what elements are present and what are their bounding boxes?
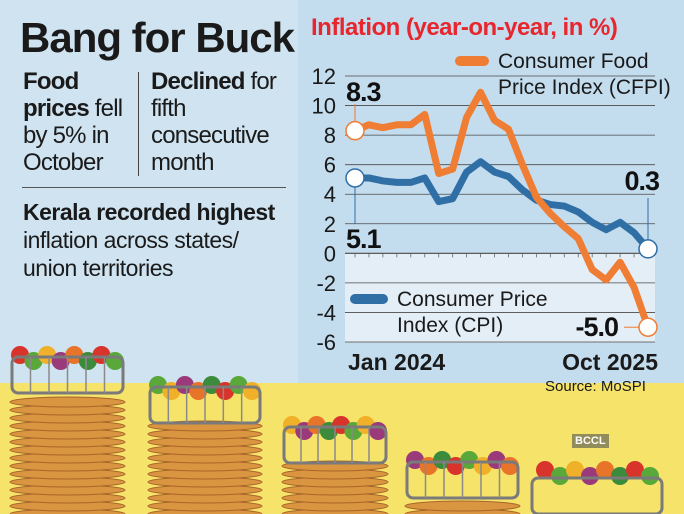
grocery-basket xyxy=(10,346,125,395)
cfpi-end-label: -5.0 xyxy=(575,312,618,342)
coin-stack xyxy=(9,396,126,514)
cpi-start-marker xyxy=(345,168,365,188)
cfpi-line xyxy=(351,88,652,331)
coin-stack xyxy=(147,420,263,514)
legend-label-cfpi: Consumer Food xyxy=(498,50,649,73)
callout-text: inflation across states/ union territori… xyxy=(23,227,239,281)
y-tick-label: -6 xyxy=(316,330,336,355)
callout-text: for fifth consecutive month xyxy=(151,68,277,176)
cfpi-start-marker xyxy=(345,120,365,141)
watermark: BCCL xyxy=(572,434,609,448)
grocery-basket xyxy=(148,376,262,425)
callout-bold: Kerala recorded highest xyxy=(23,199,275,225)
divider xyxy=(22,187,286,188)
x-start-label: Jan 2024 xyxy=(348,349,445,375)
y-tick-label: 2 xyxy=(324,212,336,237)
grocery-basket xyxy=(530,461,664,514)
grocery-basket xyxy=(282,416,388,465)
legend-label-cpi: Consumer Price xyxy=(397,288,548,311)
callout-kerala: Kerala recorded highest inflation across … xyxy=(23,198,293,282)
legend-label-cpi: Index (CPI) xyxy=(397,314,503,337)
source-note: Source: MoSPI xyxy=(545,378,646,395)
x-end-label: Oct 2025 xyxy=(562,349,658,375)
y-tick-label: -2 xyxy=(316,271,336,296)
y-tick-label: 8 xyxy=(324,123,336,148)
cpi-end-marker xyxy=(638,239,658,259)
y-tick-label: -4 xyxy=(316,300,336,325)
y-tick-label: 4 xyxy=(324,182,336,207)
grocery-basket xyxy=(405,451,520,500)
coin-stack xyxy=(281,460,389,514)
y-tick-label: 0 xyxy=(324,241,336,266)
callout-text: fell by 5% in October xyxy=(23,95,123,176)
y-tick-label: 12 xyxy=(312,64,336,89)
headline: Bang for Buck xyxy=(20,14,295,61)
legend-label-cfpi: Price Index (CFPI) xyxy=(498,76,671,99)
callout-food-prices: Food prices fell by 5% in October xyxy=(23,68,135,176)
coin-stack xyxy=(404,500,521,514)
callout-bold: Declined xyxy=(151,68,245,95)
negative-zone xyxy=(345,253,655,342)
cpi-end-label: 0.3 xyxy=(624,166,660,196)
divider xyxy=(138,72,139,176)
y-tick-label: 10 xyxy=(312,94,336,119)
callout-declined: Declined for fifth consecutive month xyxy=(151,68,291,176)
chart-title: Inflation (year-on-year, in %) xyxy=(311,14,618,41)
y-tick-label: 6 xyxy=(324,153,336,178)
cpi-start-label: 5.1 xyxy=(346,224,382,254)
cfpi-end-marker xyxy=(638,317,658,337)
callout-bold: Food prices xyxy=(23,68,90,122)
cpi-line xyxy=(351,158,652,253)
cfpi-start-label: 8.3 xyxy=(346,77,382,107)
